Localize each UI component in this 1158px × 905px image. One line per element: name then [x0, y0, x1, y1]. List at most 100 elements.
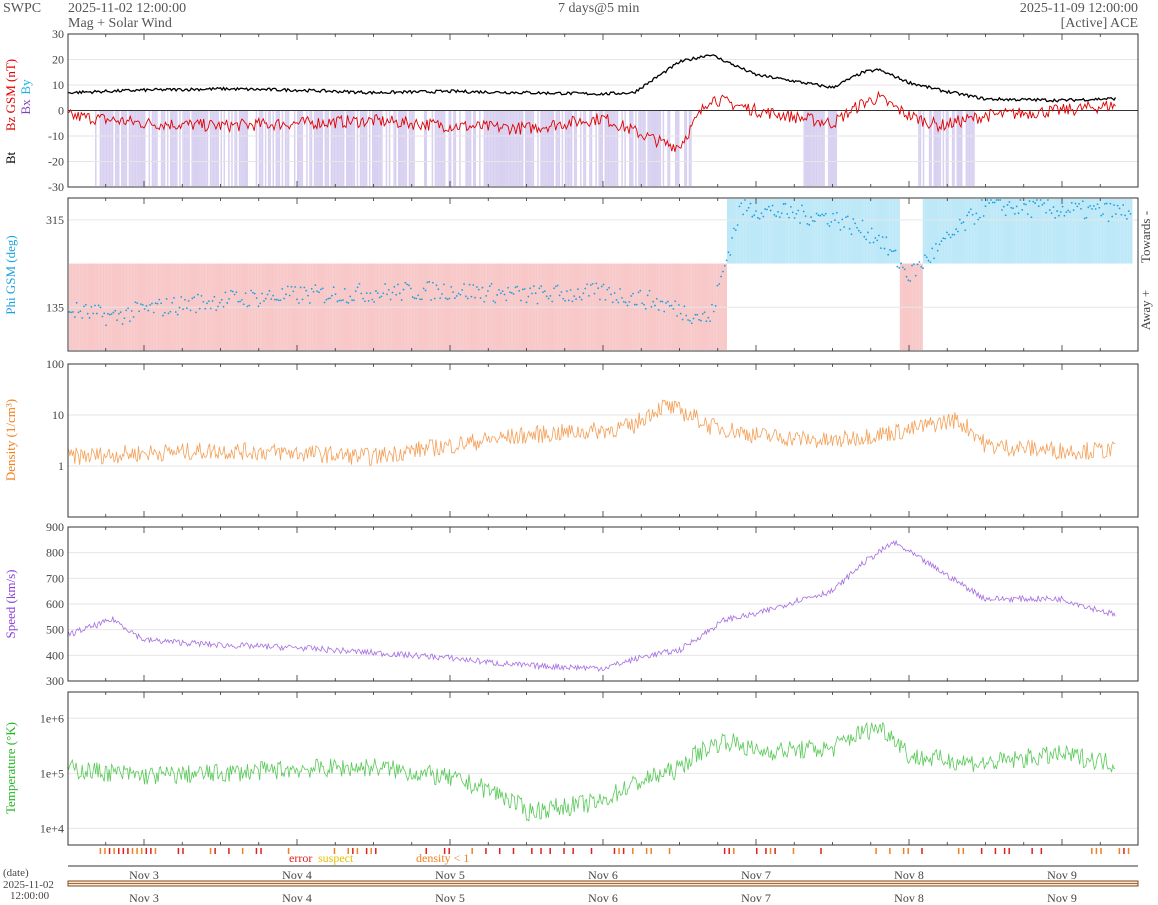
phi-point: [947, 233, 950, 236]
towards-fill: [870, 199, 873, 264]
bz-negative-fill: [211, 110, 213, 186]
phi-point: [698, 318, 700, 321]
bz-negative-fill: [454, 110, 457, 186]
bz-negative-fill: [641, 110, 643, 186]
bz-negative-fill: [518, 110, 521, 186]
phi-point: [501, 290, 504, 293]
phi-point: [485, 295, 488, 297]
density-ytick-label: 1: [58, 459, 64, 473]
phi-point: [266, 293, 269, 296]
quality-flag: [136, 848, 138, 854]
towards-fill: [861, 199, 864, 264]
phi-point: [736, 224, 739, 226]
phi-point: [151, 302, 153, 305]
towards-fill: [982, 199, 985, 264]
bz-negative-fill: [804, 110, 807, 186]
bz-negative-fill: [130, 110, 132, 186]
bz-negative-fill: [547, 110, 550, 186]
bz-negative-fill: [199, 110, 201, 186]
quality-flag: [618, 848, 620, 854]
phi-point: [1043, 202, 1046, 204]
phi-point: [250, 289, 253, 292]
bz-negative-fill: [197, 110, 200, 186]
bz-negative-fill: [653, 110, 655, 186]
phi-point: [777, 211, 779, 213]
towards-fill: [786, 199, 789, 264]
bz-negative-fill: [951, 110, 954, 186]
phi-point: [892, 250, 895, 253]
phi-point: [318, 291, 320, 294]
towards-fill: [1055, 199, 1058, 264]
towards-fill: [1124, 199, 1127, 264]
phi-point: [474, 296, 476, 299]
towards-fill: [1089, 199, 1092, 264]
bz-negative-fill: [935, 110, 937, 186]
phi-point: [112, 311, 115, 314]
phi-point: [365, 292, 368, 294]
away-label: Away +: [1138, 290, 1153, 330]
bz-negative-fill: [540, 110, 542, 186]
quality-flag: [448, 848, 450, 854]
bz-negative-fill: [543, 110, 545, 186]
phi-point: [110, 313, 113, 315]
date-label-bottom: Nov 7: [741, 891, 771, 905]
phi-point: [876, 239, 879, 242]
towards-fill: [1032, 199, 1035, 264]
bz-negative-fill: [830, 110, 833, 186]
towards-fill: [789, 199, 792, 264]
bz-negative-fill: [194, 110, 196, 186]
phi-point: [977, 218, 980, 221]
phi-point: [490, 282, 493, 285]
phi-point: [406, 283, 409, 286]
phi-point: [832, 212, 835, 215]
phi-point: [896, 265, 899, 268]
phi-point: [988, 202, 991, 204]
phi-point: [839, 228, 842, 231]
towards-fill: [777, 199, 780, 264]
phi-point: [1096, 203, 1099, 206]
phi-point: [408, 284, 410, 287]
phi-point: [1091, 207, 1093, 210]
bz-negative-fill: [176, 110, 178, 186]
towards-fill: [1098, 199, 1101, 264]
bz-negative-fill: [552, 110, 555, 186]
phi-point: [257, 305, 260, 308]
towards-fill: [879, 199, 882, 264]
bz-negative-fill: [316, 110, 319, 186]
phi-point: [707, 316, 710, 319]
date-label-top: Nov 5: [435, 868, 465, 882]
phi-point: [290, 285, 293, 288]
phi-point: [411, 296, 414, 298]
phi-point: [218, 301, 221, 304]
phi-point: [619, 288, 622, 290]
phi-point: [753, 214, 756, 217]
towards-fill: [826, 199, 828, 264]
bz-negative-fill: [532, 110, 535, 186]
phi-point: [239, 300, 241, 303]
phi-point: [1026, 213, 1029, 216]
bz-negative-fill: [971, 110, 974, 186]
towards-fill: [818, 199, 821, 264]
speed-ytick-label: 600: [46, 597, 64, 611]
bz-negative-fill: [298, 110, 301, 186]
towards-fill: [983, 199, 986, 264]
phi-point: [340, 299, 342, 302]
towards-fill: [1084, 199, 1087, 264]
phi-point: [1125, 218, 1128, 220]
phi-point: [510, 291, 513, 294]
phi-point: [1037, 205, 1040, 208]
phi-point: [933, 257, 935, 260]
bz-negative-fill: [938, 110, 940, 186]
towards-fill: [942, 199, 945, 264]
towards-fill: [1100, 199, 1102, 264]
phi-point: [889, 248, 891, 251]
quality-flag: [1091, 848, 1093, 854]
phi-point: [823, 214, 825, 217]
phi-point: [1120, 213, 1123, 216]
towards-fill: [928, 199, 931, 264]
phi-point: [134, 301, 137, 304]
bz-negative-fill: [333, 110, 336, 186]
phi-point: [99, 306, 102, 309]
phi-point: [565, 290, 568, 293]
bz-negative-fill: [235, 110, 238, 186]
